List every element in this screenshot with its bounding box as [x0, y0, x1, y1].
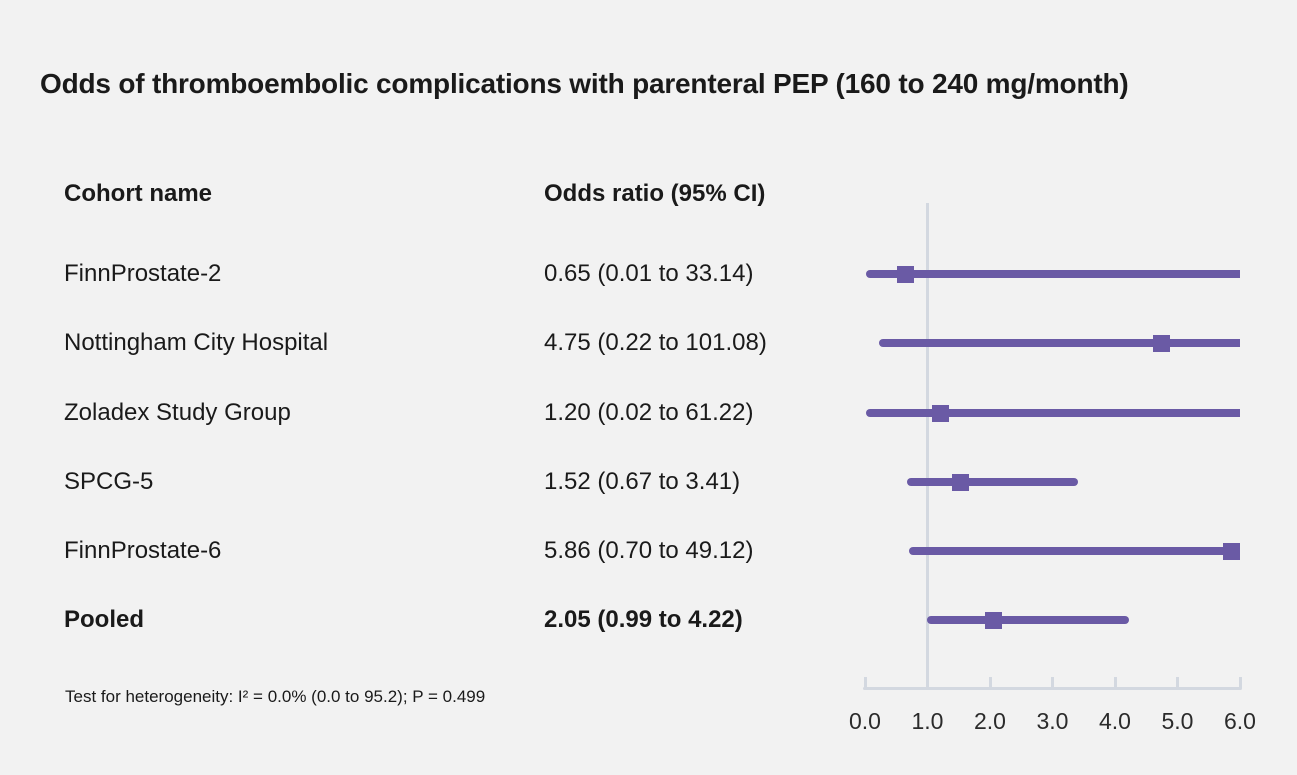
- x-axis-tick-label: 1.0: [911, 708, 944, 734]
- confidence-interval-line: [865, 270, 1240, 278]
- cohort-name-label: FinnProstate-2: [64, 260, 222, 287]
- x-axis-tick: [988, 677, 992, 688]
- x-axis-tick: [1051, 677, 1054, 688]
- x-axis-tick-label: 4.0: [1099, 708, 1131, 734]
- cohort-name-label: Pooled: [64, 606, 145, 633]
- odds-ratio-value: 2.05 (0.99 to 4.22): [544, 606, 743, 633]
- odds-ratio-value: 5.86 (0.70 to 49.12): [544, 537, 754, 564]
- x-axis-baseline: [863, 687, 1242, 690]
- cohort-name-label: Zoladex Study Group: [64, 399, 291, 426]
- point-estimate-marker: [1153, 334, 1171, 352]
- figure-title: Odds of thromboembolic complications wit…: [40, 68, 1129, 99]
- x-axis-tick-label: 6.0: [1224, 708, 1256, 734]
- confidence-interval-line: [866, 409, 1240, 417]
- confidence-interval-line: [878, 339, 1240, 347]
- confidence-interval-line: [906, 478, 1079, 486]
- column-header-odds-ratio: Odds ratio (95% CI): [544, 180, 766, 207]
- x-axis-tick: [1113, 677, 1117, 688]
- point-estimate-marker: [931, 404, 949, 422]
- confidence-interval-line: [908, 547, 1240, 555]
- odds-ratio-value: 1.20 (0.02 to 61.22): [544, 399, 754, 426]
- odds-ratio-value: 1.52 (0.67 to 3.41): [544, 468, 741, 495]
- heterogeneity-note: Test for heterogeneity: I² = 0.0% (0.0 t…: [65, 687, 486, 706]
- confidence-interval-line: [926, 616, 1129, 624]
- column-header-cohort: Cohort name: [64, 180, 213, 207]
- point-estimate-marker: [1222, 542, 1240, 560]
- odds-ratio-value: 0.65 (0.01 to 33.14): [544, 260, 754, 287]
- x-axis-tick: [1176, 677, 1179, 688]
- cohort-name-label: Nottingham City Hospital: [64, 329, 329, 356]
- x-axis-tick-label: 5.0: [1161, 708, 1194, 734]
- point-estimate-marker: [984, 611, 1002, 629]
- x-axis-tick: [1238, 677, 1242, 688]
- x-axis-tick: [863, 677, 867, 688]
- cohort-name-label: FinnProstate-6: [64, 537, 222, 564]
- reference-line-or-1: [926, 203, 929, 690]
- x-axis-tick-label: 3.0: [1036, 708, 1069, 734]
- x-axis-tick-label: 0.0: [849, 708, 881, 734]
- x-axis-tick: [926, 677, 929, 688]
- cohort-name-label: SPCG-5: [64, 468, 154, 495]
- odds-ratio-value: 4.75 (0.22 to 101.08): [544, 329, 767, 356]
- point-estimate-marker: [897, 265, 915, 283]
- x-axis-tick-label: 2.0: [974, 708, 1006, 734]
- point-estimate-marker: [951, 473, 969, 491]
